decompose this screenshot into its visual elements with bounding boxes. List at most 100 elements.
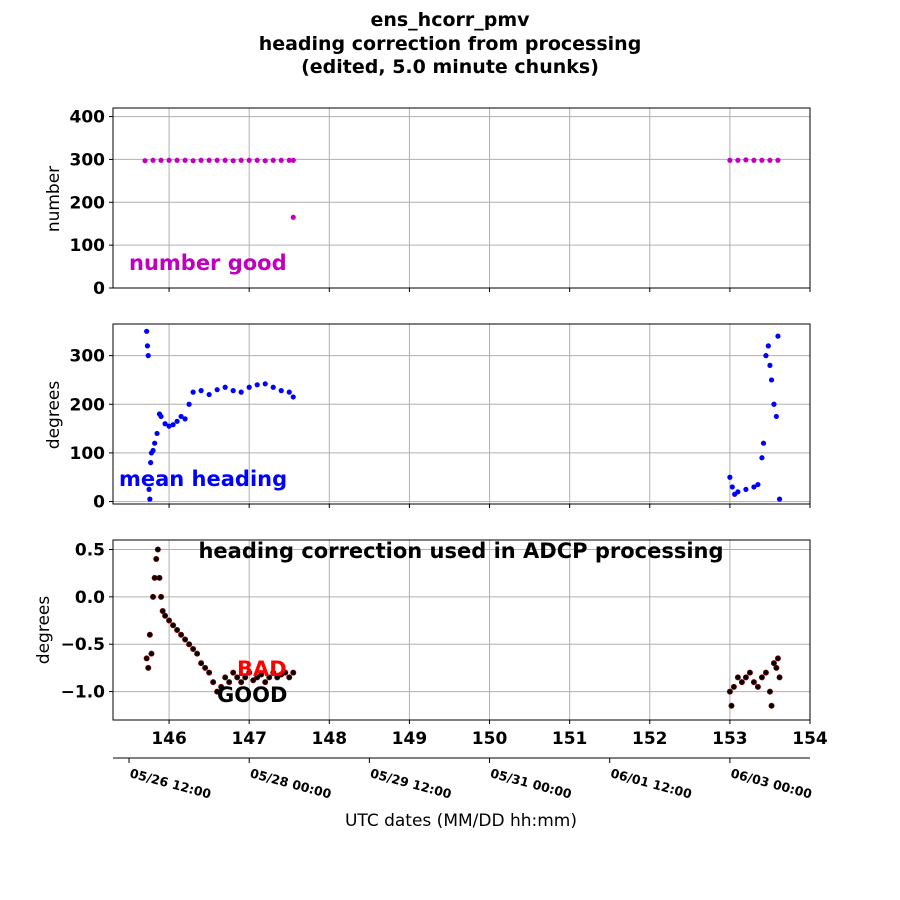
panel3-point [266,674,273,681]
panel3-point [214,688,221,695]
panel2-point [776,496,783,502]
panel3-point [730,683,737,690]
panel3-point [238,679,245,686]
panel2-point [146,486,152,493]
panel1-point [751,157,757,163]
panel2-point [152,440,158,446]
panel2-point [145,353,151,359]
figure-title-line-2: heading correction from processing [259,33,642,55]
panel1-ytick-label: 0 [93,279,105,299]
panel3-point [282,669,289,676]
panel1-point [775,157,781,163]
panel2-point [768,377,775,383]
panel3-point [774,655,781,662]
panel3-point [728,702,735,709]
panel3-point [226,679,233,686]
panel1-point [166,157,172,163]
panel2-point [190,389,196,395]
date-axis: 05/26 12:00 05/28 00:00 05/29 12:00 05/31 0… [113,757,814,802]
panel2-point [743,486,749,493]
panel2-point [206,391,212,398]
figure-title-line-3: (edited, 5.0 minute chunks) [301,56,599,78]
panel2-point [254,382,260,388]
panel3-point [154,546,161,553]
panel1-point [290,157,296,163]
panel3-point [198,660,205,667]
panel3-point [170,622,177,629]
panel2-point [174,418,180,424]
panel3-point [262,679,269,686]
panel3-ytick-label: 0.5 [75,540,105,560]
panel3-point [143,655,150,662]
panel3-point [178,631,185,638]
panel1-ytick-label: 100 [70,236,106,256]
panel3-point [145,664,152,671]
panel1-point [290,214,296,220]
panel1-point [743,157,749,163]
panel2-point [735,489,741,495]
panel1-frame [112,107,811,289]
panel2-ytick-label: 300 [70,347,106,367]
panel3-xtick-label: 152 [632,729,668,749]
panel3-point [726,688,733,695]
panel2-point [238,389,244,395]
panel1-point [198,157,204,163]
date-tick-label: 05/29 12:00 [369,765,454,801]
panel2-point [759,455,765,461]
panel3-point [762,669,769,676]
panel3-point [258,671,265,678]
panel1-point [254,157,260,163]
panel2-point [144,343,151,349]
panel3-point [750,679,757,686]
panel2-point [760,440,767,446]
panel3-point [146,631,153,638]
panel3-point [734,674,741,681]
panel1-point [262,158,268,164]
panel2-point [262,381,268,387]
panel3-ytick-label: −0.5 [61,635,105,655]
panel3-point [174,627,181,634]
panel1-point [206,157,212,163]
panel1-ytick-label: 400 [70,108,106,128]
panel1-point [270,157,276,163]
panel3-ytick-label: −1.0 [61,683,106,703]
panel-number-good: 0 100 200 300 400 [70,107,811,299]
date-tick-label: 05/28 00:00 [248,765,333,801]
panel3-point [210,679,217,686]
date-tick-label: 06/03 00:00 [729,765,814,801]
panel3-point [186,641,193,648]
panel1-point [759,157,765,163]
panel3-point [230,669,237,676]
panel1-point [238,157,244,163]
panel3-point [254,674,261,681]
panel1-ytick-label: 300 [70,150,106,170]
panel3-title: heading correction used in ADCP processi… [198,539,723,563]
date-tick-label: 06/01 12:00 [609,765,694,801]
panel3-point [150,593,157,600]
panel3-point [182,636,189,643]
panel3-point [148,650,155,657]
figure-title-line-1: ens_hcorr_pmv [370,9,530,31]
panel1-point [286,157,292,163]
panel3-point [286,674,293,681]
panel3-point [738,679,745,686]
panel3-point [158,593,165,600]
panel3-xtick-label: 151 [552,729,588,749]
panel2-point [144,328,150,334]
panel2-ytick-label: 0 [93,493,105,513]
panel3-point [758,674,765,681]
panel2-ytick-label: 200 [70,395,106,415]
panel2-point [148,460,154,466]
panel2-point [198,388,204,394]
panel-mean-heading: 0 100 200 300 [70,323,811,513]
panel3-xtick-label: 148 [312,729,348,749]
panel2-point [278,388,284,394]
panel3-point [156,574,163,581]
panel1-point [767,157,773,163]
panel3-point [234,674,241,681]
panel2-point [158,413,164,420]
panel3-point [270,669,277,676]
panel1-ylabel: number [44,166,64,232]
date-axis-label: UTC dates (MM/DD hh:mm) [345,811,577,831]
